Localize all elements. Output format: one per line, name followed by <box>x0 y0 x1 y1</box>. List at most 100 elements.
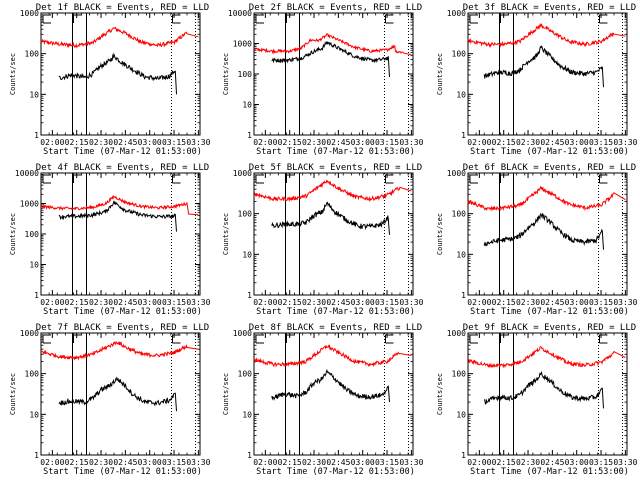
panel-det-5: Det 5f BLACK = Events, RED = LLD 1 10 100 10… <box>222 163 424 317</box>
panel-det-4: Det 4f BLACK = Events, RED = LLD 1 10 100 10… <box>9 163 211 317</box>
y-tick-label: 10 <box>29 90 39 99</box>
x-tick-label: 03:30 <box>613 138 637 147</box>
marker-flag-E <box>385 14 394 23</box>
start-marker-E <box>469 174 478 184</box>
start-marker-E <box>255 334 264 344</box>
x-tick-label: 02:15 <box>492 138 516 147</box>
y-tick-label: 10 <box>242 101 252 110</box>
x-tick-label: 02:15 <box>492 458 516 467</box>
start-marker-E <box>42 334 51 344</box>
x-tick-label: 02:15 <box>492 298 516 307</box>
x-tick-label: 03:15 <box>162 138 186 147</box>
x-tick-label: 02:30 <box>302 458 326 467</box>
panel-title: Det 3f BLACK = Events, RED = LLD <box>463 3 636 13</box>
y-tick-label: 100 <box>25 50 40 59</box>
x-tick-label: 03:15 <box>162 298 186 307</box>
plot-frame <box>40 332 201 456</box>
y-tick-label: 100 <box>238 70 253 79</box>
panel-det-8: Det 8f BLACK = Events, RED = LLD 1 10 100 10… <box>222 323 424 477</box>
x-tick-label: 03:30 <box>399 298 423 307</box>
x-tick-label: 03:00 <box>565 138 589 147</box>
x-tick-label: 02:15 <box>65 138 89 147</box>
panel-title: Det 5f BLACK = Events, RED = LLD <box>249 163 422 173</box>
plot-frame <box>467 332 628 456</box>
x-axis-label: Start Time (07-Mar-12 01:53:00) <box>256 467 415 477</box>
y-tick-label: 1 <box>247 451 252 460</box>
series-lld-line <box>254 179 412 203</box>
x-axis-label: Start Time (07-Mar-12 01:53:00) <box>43 307 202 317</box>
y-tick-label: 100 <box>452 50 467 59</box>
marker-flag-F <box>500 14 509 23</box>
panel-title: Det 7f BLACK = Events, RED = LLD <box>36 323 209 333</box>
marker-flag-E <box>599 174 608 183</box>
marker-flag-F <box>286 334 295 343</box>
series-events-line <box>483 212 604 250</box>
y-tick-label: 1000 <box>447 329 466 338</box>
x-tick-label: 02:15 <box>278 138 302 147</box>
y-tick-label: 100 <box>238 370 253 379</box>
x-tick-label: 03:15 <box>375 138 399 147</box>
plot-frame <box>40 12 201 136</box>
marker-flag-F <box>73 14 82 23</box>
x-tick-label: 02:30 <box>302 298 326 307</box>
x-tick-label: 02:45 <box>540 458 564 467</box>
x-tick-label: 03:30 <box>613 298 637 307</box>
x-tick-label: 03:00 <box>351 458 375 467</box>
x-tick-label: 03:30 <box>613 458 637 467</box>
y-axis-label: Counts/sec <box>222 373 230 415</box>
marker-flag-F <box>500 174 509 183</box>
x-axis-label: Start Time (07-Mar-12 01:53:00) <box>43 467 202 477</box>
plot-frame <box>253 332 414 456</box>
x-tick-label: 02:30 <box>89 298 113 307</box>
y-tick-label: 100 <box>25 370 40 379</box>
x-tick-label: 02:45 <box>113 138 137 147</box>
series-lld-line <box>467 23 626 48</box>
x-tick-label: 02:45 <box>326 138 350 147</box>
series-events-line <box>483 370 604 409</box>
panel-title: Det 8f BLACK = Events, RED = LLD <box>249 323 422 333</box>
series-lld-line <box>40 340 199 361</box>
panel-title: Det 9f BLACK = Events, RED = LLD <box>463 323 636 333</box>
panel-det-1: Det 1f BLACK = Events, RED = LLD 1 10 100 10… <box>9 3 211 157</box>
plot-frame <box>253 172 414 296</box>
x-tick-label: 03:00 <box>138 138 162 147</box>
x-tick-label: 02:00 <box>467 298 491 307</box>
panel-det-6: Det 6f BLACK = Events, RED = LLD 1 10 100 10… <box>436 163 638 317</box>
series-lld-line <box>40 195 199 216</box>
y-axis-label: Counts/sec <box>9 213 17 255</box>
x-tick-label: 03:30 <box>186 138 210 147</box>
x-tick-label: 03:15 <box>589 298 613 307</box>
y-axis-label: Counts/sec <box>436 373 444 415</box>
series-events-line <box>271 368 390 403</box>
y-tick-label: 1000 <box>233 329 252 338</box>
x-tick-label: 02:45 <box>113 298 137 307</box>
start-marker-E <box>42 174 51 184</box>
x-tick-label: 03:00 <box>351 138 375 147</box>
y-tick-label: 1000 <box>233 40 252 49</box>
x-tick-label: 02:45 <box>326 458 350 467</box>
x-axis-label: Start Time (07-Mar-12 01:53:00) <box>43 147 202 157</box>
x-tick-label: 03:30 <box>186 458 210 467</box>
marker-flag-F <box>73 334 82 343</box>
x-tick-label: 02:00 <box>40 458 64 467</box>
series-events-line <box>271 201 390 235</box>
series-events-line <box>483 45 604 88</box>
marker-flag-E <box>599 14 608 23</box>
panel-det-7: Det 7f BLACK = Events, RED = LLD 1 10 100 10… <box>9 323 211 477</box>
y-tick-label: 1 <box>461 291 466 300</box>
marker-flag-F <box>286 174 295 183</box>
y-tick-label: 1000 <box>233 169 252 178</box>
series-lld-line <box>253 343 412 368</box>
x-axis-label: Start Time (07-Mar-12 01:53:00) <box>470 467 629 477</box>
series-events-line <box>58 376 177 412</box>
series-lld-line <box>253 33 412 56</box>
panel-title: Det 2f BLACK = Events, RED = LLD <box>249 3 422 13</box>
y-tick-label: 10 <box>242 250 252 259</box>
x-tick-label: 03:15 <box>589 458 613 467</box>
y-tick-label: 10 <box>456 90 466 99</box>
x-tick-label: 02:15 <box>278 298 302 307</box>
x-tick-label: 02:15 <box>65 298 89 307</box>
x-tick-label: 03:30 <box>399 138 423 147</box>
x-tick-label: 02:30 <box>516 298 540 307</box>
marker-flag-E <box>172 334 181 343</box>
